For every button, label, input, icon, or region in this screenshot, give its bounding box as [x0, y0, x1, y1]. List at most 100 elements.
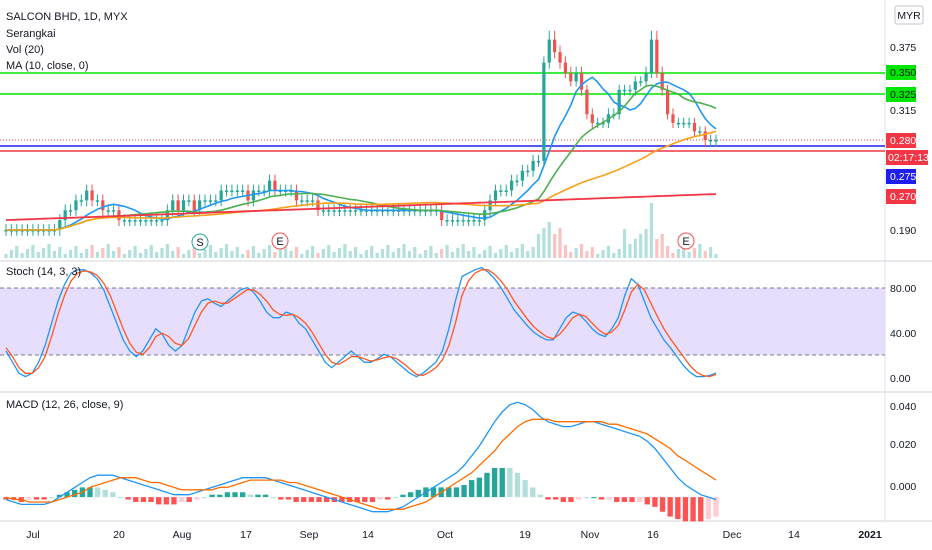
volume-bar — [596, 254, 600, 258]
macd-histogram-bar — [339, 497, 345, 502]
volume-bar — [579, 244, 584, 258]
macd-histogram-bar — [293, 497, 299, 502]
volume-bar — [300, 254, 304, 258]
volume-bar — [117, 247, 121, 258]
volume-bar — [9, 250, 13, 258]
macd-histogram-bar — [385, 497, 391, 500]
candle-body — [310, 200, 315, 202]
volume-bar — [423, 250, 428, 258]
volume-bar — [380, 249, 385, 258]
stoch-band-fill — [0, 288, 885, 355]
volume-bar — [257, 253, 261, 258]
macd-histogram-bar — [209, 494, 215, 498]
price-tag-270[interactable]: 0.270 — [886, 189, 916, 204]
candle-body — [294, 190, 299, 201]
volume-bar — [520, 244, 524, 258]
price-axis-tick: 0.375 — [890, 42, 916, 54]
macd-histogram-bar — [667, 497, 673, 517]
volume-bar — [440, 249, 444, 258]
candle-body — [547, 39, 551, 63]
candle-body — [531, 160, 535, 171]
stoch-axis-tick: 40.00 — [890, 328, 916, 340]
candle-body — [466, 220, 471, 222]
stoch-title[interactable]: Stoch (14, 3, 3) — [6, 266, 81, 278]
volume-bar — [36, 252, 40, 258]
candle-body — [558, 52, 562, 63]
macd-title[interactable]: MACD (12, 26, close, 9) — [6, 399, 123, 411]
candle-body — [709, 140, 713, 142]
volume-bar — [181, 254, 186, 258]
marker-e-second[interactable]: E — [677, 232, 695, 250]
macd-histogram-bar — [232, 492, 238, 498]
symbol-title[interactable]: SALCON BHD, 1D, MYX — [6, 11, 128, 23]
volume-bar — [58, 247, 62, 258]
volume-bar — [553, 234, 557, 258]
price-tag-last[interactable]: 0.280 — [886, 133, 916, 148]
ma-200-line — [5, 193, 717, 221]
candle-body — [461, 220, 465, 222]
volume-bar — [327, 245, 331, 258]
candle-body — [74, 200, 78, 211]
indicator-serangkai-label[interactable]: Serangkai — [6, 28, 56, 40]
candle-body — [590, 114, 594, 123]
volume-bar — [348, 251, 352, 258]
volume-bar — [138, 253, 143, 258]
macd-histogram-bar — [156, 497, 162, 505]
price-tag-275[interactable]: 0.275 — [886, 169, 916, 184]
macd-histogram-bar — [407, 492, 414, 498]
volume-bar — [445, 245, 449, 258]
macd-histogram-bar — [278, 497, 284, 500]
volume-bar — [386, 245, 390, 258]
volume-bar — [4, 254, 8, 258]
currency-button[interactable]: MYR — [894, 5, 924, 25]
macd-histogram-bar — [484, 472, 490, 498]
candle-body — [90, 190, 94, 201]
time-axis-tick: Sep — [300, 529, 319, 541]
time-axis-tick: 19 — [519, 529, 531, 541]
candle-body — [337, 210, 342, 212]
volume-bar — [676, 249, 680, 258]
macd-line — [5, 401, 717, 513]
price-tag-350[interactable]: 0.350 — [886, 65, 916, 80]
macd-histogram-bar — [224, 492, 231, 498]
macd-histogram-bar — [537, 494, 544, 498]
volume-bar — [316, 253, 320, 258]
volume-bar — [246, 250, 250, 258]
volume-bar — [590, 247, 594, 258]
macd-histogram-bar — [102, 489, 108, 498]
candle-body — [499, 190, 503, 192]
indicator-volume-label[interactable]: Vol (20) — [6, 44, 44, 56]
candle-body — [504, 190, 508, 192]
candle-body — [509, 180, 514, 191]
indicator-ma-label[interactable]: MA (10, close, 0) — [6, 60, 89, 72]
marker-e-first[interactable]: E — [271, 232, 289, 250]
currency-label: MYR — [897, 10, 921, 22]
countdown-tag: 02:17:13 — [886, 150, 929, 165]
candle-body — [241, 190, 245, 192]
volume-bar — [375, 253, 379, 258]
macd-histogram-bar — [522, 480, 528, 498]
candle-body — [332, 210, 336, 212]
stochastic-lines — [5, 266, 717, 378]
volume-bar — [628, 244, 632, 258]
volume-bar — [536, 234, 541, 258]
macd-histogram-bar — [33, 497, 40, 500]
price-tag-325[interactable]: 0.325 — [886, 87, 916, 102]
volume-bar — [224, 244, 229, 258]
macd-histogram-bar — [575, 497, 582, 500]
volume-bar — [714, 254, 718, 258]
candle-body — [138, 220, 143, 222]
macd-histogram-bar — [636, 497, 643, 502]
volume-bar — [133, 246, 137, 258]
marker-s[interactable]: S — [191, 233, 209, 251]
ma-50-line — [6, 130, 717, 231]
candle-body — [655, 39, 659, 73]
volume-bar — [601, 250, 605, 258]
candle-body — [327, 210, 331, 212]
volume-bar — [499, 249, 503, 258]
macd-histogram-bar — [545, 497, 551, 500]
volume-bar — [111, 251, 116, 258]
volume-bar — [294, 247, 299, 258]
volume-bar — [370, 246, 374, 258]
